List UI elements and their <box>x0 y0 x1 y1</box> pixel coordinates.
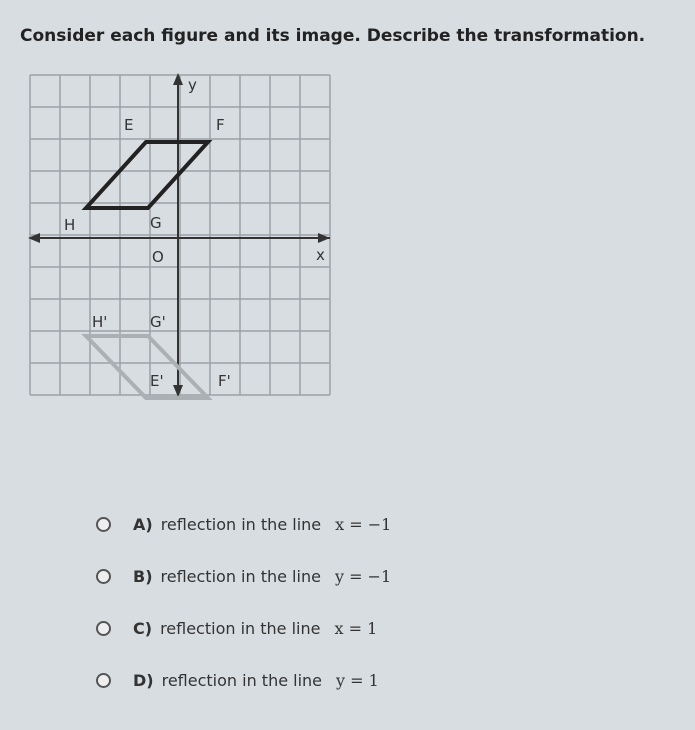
radio[interactable] <box>96 673 111 688</box>
origin-label: O <box>152 248 164 266</box>
option-equation: x = 1 <box>334 619 378 638</box>
arrow <box>173 73 183 85</box>
point-label: G <box>150 214 162 232</box>
option-letter: A) <box>133 515 153 534</box>
point-label: E <box>124 116 133 134</box>
option-letter: D) <box>133 671 154 690</box>
axis-label: y <box>188 76 197 94</box>
radio[interactable] <box>96 621 111 636</box>
grid <box>29 74 331 396</box>
figure <box>81 140 213 210</box>
option[interactable]: B) reflection in the line y = −1 <box>96 567 391 586</box>
point-label: H <box>64 216 75 234</box>
question: Consider each figure and its image. Desc… <box>20 26 646 46</box>
point-label: F' <box>218 372 231 390</box>
option-equation: x = −1 <box>335 515 392 534</box>
axis-label: x <box>316 246 325 264</box>
radio[interactable] <box>96 569 111 584</box>
point-label: H' <box>92 313 107 331</box>
arrow <box>28 233 40 243</box>
option-text: reflection in the line <box>161 671 323 690</box>
point-label: G' <box>150 313 166 331</box>
option-text: reflection in the line <box>160 619 321 638</box>
option[interactable]: A) reflection in the line x = −1 <box>96 515 391 534</box>
option-letter: B) <box>133 567 153 586</box>
point-label: F <box>216 116 225 134</box>
option-letter: C) <box>133 619 153 638</box>
image <box>81 334 213 400</box>
arrow <box>318 233 330 243</box>
option[interactable]: D) reflection in the line y = 1 <box>96 671 379 690</box>
radio[interactable] <box>96 517 111 532</box>
option[interactable]: C) reflection in the line x = 1 <box>96 619 377 638</box>
option-equation: y = −1 <box>334 567 392 586</box>
option-text: reflection in the line <box>160 515 322 534</box>
point-label: E' <box>150 372 164 390</box>
option-text: reflection in the line <box>160 567 321 586</box>
arrow <box>173 385 183 397</box>
option-equation: y = 1 <box>336 671 379 690</box>
